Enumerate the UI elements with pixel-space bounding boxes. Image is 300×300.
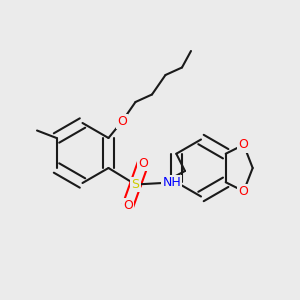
Text: NH: NH <box>163 176 181 190</box>
Text: O: O <box>239 185 249 198</box>
Text: O: O <box>123 199 133 212</box>
Text: S: S <box>131 178 140 191</box>
Text: O: O <box>138 157 148 170</box>
Text: O: O <box>239 138 249 151</box>
Text: O: O <box>117 115 127 128</box>
